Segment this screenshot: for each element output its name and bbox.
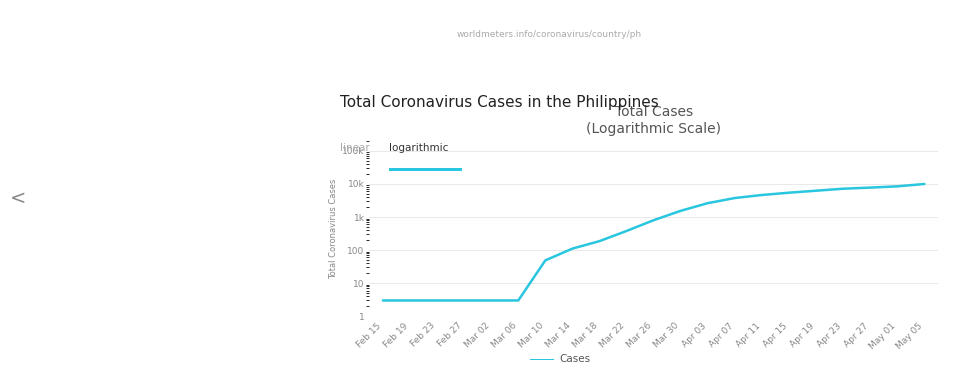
Text: worldmeters.info/coronavirus/country/ph: worldmeters.info/coronavirus/country/ph [457,30,642,39]
Text: <: < [10,189,26,208]
Text: ⤓  Download: ⤓ Download [19,76,88,86]
Text: Total Coronavirus Cases in the Philippines: Total Coronavirus Cases in the Philippin… [340,95,659,110]
Text: ↑  Forward: ↑ Forward [107,76,168,86]
Text: logarithmic: logarithmic [389,143,448,153]
Y-axis label: Total Coronavirus Cases: Total Coronavirus Cases [329,178,338,279]
Text: Cases: Cases [559,354,590,364]
Text: linear: linear [340,143,370,153]
Title: Total Cases
(Logarithmic Scale): Total Cases (Logarithmic Scale) [586,106,721,136]
Text: ⓘ  Info: ⓘ Info [204,76,239,86]
